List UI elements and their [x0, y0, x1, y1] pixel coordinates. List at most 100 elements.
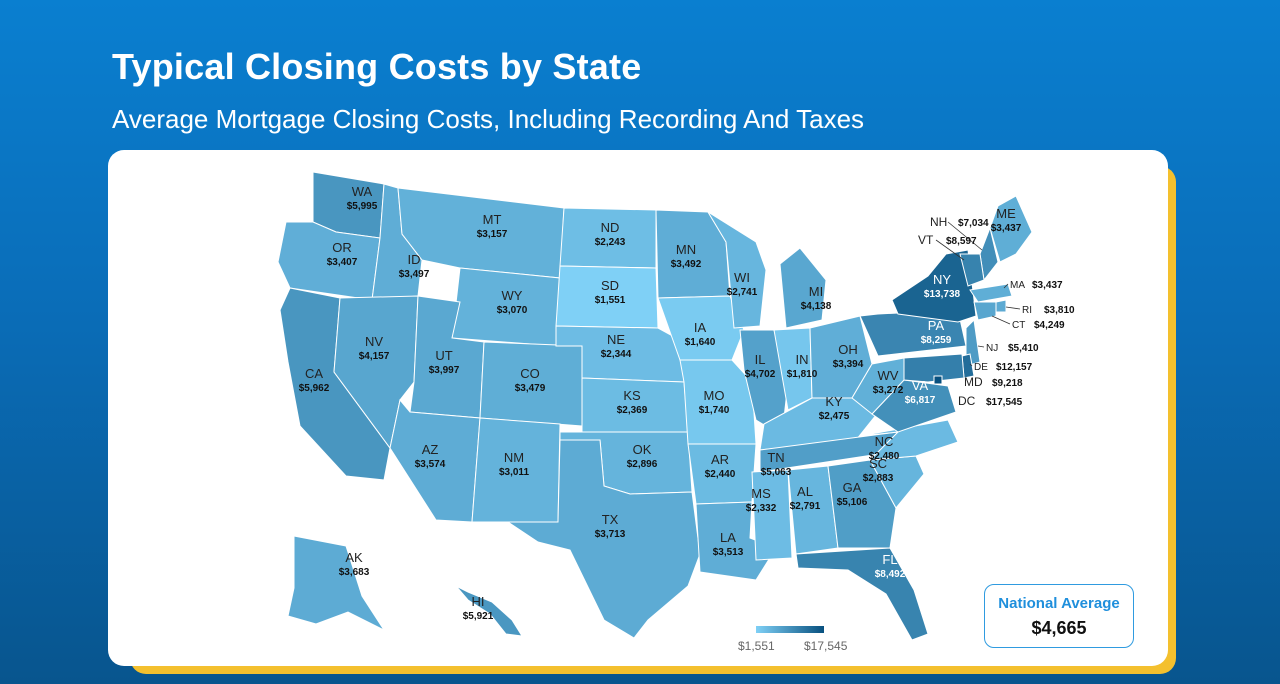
state-label-ne: NE	[607, 332, 625, 347]
state-label-il: IL	[755, 352, 766, 367]
state-cost-ca: $5,962	[299, 383, 330, 394]
state-label-nm: NM	[504, 450, 524, 465]
state-cost-mo: $1,740	[699, 405, 730, 416]
state-label-dc: DC	[958, 394, 976, 408]
state-label-wy: WY	[502, 288, 523, 303]
state-mn	[655, 209, 731, 299]
state-label-ak: AK	[345, 550, 363, 565]
us-closing-cost-map: WA $5,995 OR $3,407 CA $5,962 ID $3,497 NV $4,157…	[277, 171, 1075, 653]
state-label-al: AL	[797, 484, 813, 499]
state-label-mi: MI	[809, 284, 823, 299]
state-cost-hi: $5,921	[463, 611, 494, 622]
state-pa	[859, 309, 967, 357]
state-label-nd: ND	[601, 220, 620, 235]
state-ms	[751, 469, 793, 561]
state-label-me: ME	[996, 206, 1016, 221]
state-cost-ri: $3,810	[1044, 305, 1075, 316]
national-average-value: $4,665	[1031, 618, 1087, 638]
state-tx	[506, 439, 701, 639]
state-label-ny: NY	[933, 272, 951, 287]
state-label-tx: TX	[602, 512, 619, 527]
state-label-ga: GA	[843, 480, 862, 495]
state-label-ri: RI	[1022, 305, 1032, 316]
state-cost-or: $3,407	[327, 257, 358, 268]
state-ak	[287, 535, 386, 632]
state-md	[903, 353, 965, 383]
state-label-id: ID	[408, 252, 421, 267]
state-cost-az: $3,574	[415, 459, 446, 470]
state-cost-ga: $5,106	[837, 497, 868, 508]
state-label-sd: SD	[601, 278, 619, 293]
state-label-ct: CT	[1012, 320, 1025, 331]
state-cost-in: $1,810	[787, 369, 818, 380]
state-label-mn: MN	[676, 242, 696, 257]
state-vt	[959, 253, 985, 287]
state-label-ca: CA	[305, 366, 323, 381]
state-label-md: MD	[964, 375, 983, 389]
state-cost-oh: $3,394	[833, 359, 864, 370]
state-cost-dc: $17,545	[986, 397, 1023, 408]
state-cost-mn: $3,492	[671, 259, 702, 270]
state-cost-wy: $3,070	[497, 305, 528, 316]
state-label-mt: MT	[483, 212, 502, 227]
leader-line-nj	[977, 345, 985, 348]
state-wi	[707, 211, 767, 329]
state-label-de: DE	[974, 362, 988, 373]
state-cost-nm: $3,011	[499, 467, 529, 478]
legend-gradient-bar	[756, 626, 824, 633]
state-label-va: VA	[912, 378, 929, 393]
state-cost-nd: $2,243	[595, 237, 626, 248]
page-title: Typical Closing Costs by State	[112, 46, 642, 87]
state-cost-ar: $2,440	[705, 469, 736, 480]
state-cost-ut: $3,997	[429, 365, 460, 376]
state-label-or: OR	[332, 240, 352, 255]
state-label-pa: PA	[928, 318, 945, 333]
state-cost-va: $6,817	[905, 395, 936, 406]
map-card: WA $5,995 OR $3,407 CA $5,962 ID $3,497 NV $4,157…	[108, 150, 1168, 666]
state-cost-ky: $2,475	[819, 411, 850, 422]
state-cost-de: $12,157	[996, 362, 1033, 373]
state-label-nh: NH	[930, 215, 947, 229]
state-cost-nv: $4,157	[359, 351, 390, 362]
state-ri	[995, 299, 1007, 313]
state-ct	[973, 301, 997, 321]
state-cost-vt: $8,597	[946, 236, 977, 247]
legend-max-label: $17,545	[804, 639, 848, 653]
leader-line-de	[969, 363, 973, 367]
state-cost-sd: $1,551	[595, 295, 626, 306]
state-label-wa: WA	[352, 184, 373, 199]
state-label-la: LA	[720, 530, 736, 545]
state-cost-md: $9,218	[992, 378, 1023, 389]
state-cost-tx: $3,713	[595, 529, 626, 540]
state-dc	[933, 375, 943, 385]
state-cost-sc: $2,883	[863, 473, 894, 484]
state-cost-ma: $3,437	[1032, 280, 1063, 291]
state-fl	[795, 547, 929, 641]
state-label-ks: KS	[623, 388, 641, 403]
state-cost-wv: $3,272	[873, 385, 904, 396]
state-label-nc: NC	[875, 434, 894, 449]
color-legend: $1,551 $17,545	[738, 626, 848, 653]
leader-line-ma	[1003, 283, 1009, 289]
state-cost-il: $4,702	[745, 369, 776, 380]
state-label-nv: NV	[365, 334, 383, 349]
state-label-sc: SC	[869, 456, 887, 471]
state-cost-ak: $3,683	[339, 567, 370, 578]
state-cost-fl: $8,492	[875, 569, 906, 580]
state-label-vt: VT	[918, 233, 934, 247]
state-cost-mt: $3,157	[477, 229, 508, 240]
state-mi	[779, 247, 827, 329]
state-hi	[455, 585, 523, 637]
state-cost-wi: $2,741	[727, 287, 758, 298]
state-label-az: AZ	[422, 442, 439, 457]
state-ia	[657, 295, 745, 361]
state-cost-ks: $2,369	[617, 405, 648, 416]
legend-min-label: $1,551	[738, 639, 775, 653]
state-cost-ct: $4,249	[1034, 320, 1065, 331]
state-cost-id: $3,497	[399, 269, 430, 280]
leader-line-nh	[947, 221, 983, 251]
state-cost-nc: $2,480	[869, 451, 900, 462]
state-label-ms: MS	[751, 486, 771, 501]
state-cost-nj: $5,410	[1008, 343, 1039, 354]
state-label-co: CO	[520, 366, 540, 381]
